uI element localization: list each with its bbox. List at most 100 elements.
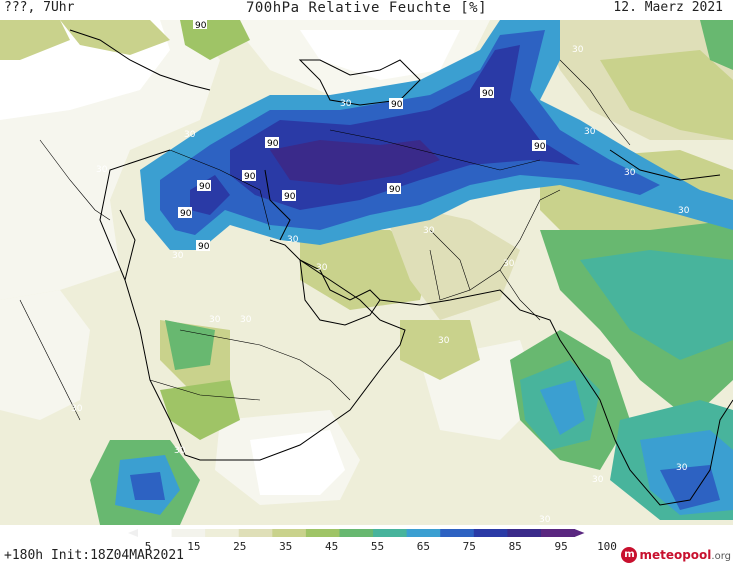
contour-label: 30 [438, 336, 450, 346]
contour-label: 30 [572, 45, 584, 55]
svg-text:30: 30 [240, 315, 252, 325]
colorbar-cell [373, 529, 408, 537]
country-borders [19, 59, 631, 421]
contour-label: 90 [197, 180, 211, 192]
colorbar-cell [238, 529, 273, 537]
header-run-label: ???, 7Uhr [4, 0, 75, 15]
colorbar-cell [138, 529, 173, 537]
svg-text:90: 90 [195, 21, 207, 31]
colorbar-tick-label: 95 [554, 540, 568, 553]
svg-text:30: 30 [572, 45, 584, 55]
colorbar-tick-label: 5 [144, 540, 152, 553]
svg-text:90: 90 [198, 242, 210, 252]
colorbar-cell [339, 529, 374, 537]
coastlines [69, 29, 733, 506]
svg-text:90: 90 [267, 139, 279, 149]
logo-text: meteopool.org [639, 548, 731, 562]
svg-text:30: 30 [184, 130, 196, 140]
colorbar-arrow-left [128, 529, 138, 537]
run-info: +180h Init:18Z04MAR2021 [4, 548, 185, 563]
contour-label: 30 [584, 127, 596, 137]
contour-label: 90 [178, 207, 192, 219]
contour-label: 30 [71, 404, 83, 414]
svg-text:30: 30 [172, 251, 184, 261]
contour-label: 30 [539, 515, 551, 525]
contour-label: 30 [592, 475, 604, 485]
svg-text:90: 90 [389, 185, 401, 195]
contour-label: 90 [196, 240, 210, 252]
colorbar [128, 529, 585, 537]
svg-text:30: 30 [96, 165, 108, 175]
contour-label: 30 [184, 130, 196, 140]
svg-text:30: 30 [438, 336, 450, 346]
contour-label: 30 [423, 226, 435, 236]
contour-label: 90 [242, 170, 256, 182]
svg-text:90: 90 [391, 100, 403, 110]
valid-date: 12. Maerz 2021 [613, 0, 723, 15]
svg-text:30: 30 [592, 475, 604, 485]
contour-label: 30 [209, 315, 221, 325]
colorbar-tick-label: 100 [597, 540, 617, 553]
contour-label: 30 [676, 463, 688, 473]
colorbar-tick-label: 25 [233, 540, 247, 553]
map-title: 700hPa Relative Feuchte [%] [245, 0, 488, 16]
colorbar-cell [540, 529, 576, 537]
colorbar-cell [205, 529, 240, 537]
svg-text:30: 30 [503, 259, 515, 269]
colorbar-tick-label: 55 [370, 540, 385, 553]
colorbar-arrow [574, 529, 585, 537]
colorbar-tick-label: 65 [416, 540, 431, 553]
svg-text:30: 30 [209, 315, 221, 325]
contour-label: 30 [174, 446, 186, 456]
colorbar-cell [406, 529, 441, 537]
contour-label: 90 [265, 137, 279, 149]
svg-text:90: 90 [244, 172, 256, 182]
svg-text:90: 90 [534, 142, 546, 152]
contour-label: 90 [532, 140, 546, 152]
svg-text:30: 30 [340, 99, 352, 109]
svg-text:30: 30 [584, 127, 596, 137]
humidity-map: 90 90 90 90 90 90 90 90 90 90 90 30 30 3… [0, 20, 733, 525]
colorbar-cell [305, 529, 340, 537]
contour-label: 90 [387, 183, 401, 195]
svg-text:30: 30 [676, 463, 688, 473]
contour-label: 90 [480, 87, 494, 99]
colorbar-tick-label: 75 [462, 540, 476, 553]
colorbar-cell [272, 529, 307, 537]
svg-text:30: 30 [358, 50, 370, 60]
colorbar-tick-label: 85 [508, 540, 522, 553]
dry-regions [0, 20, 733, 505]
contour-label: 30 [624, 168, 636, 178]
svg-text:30: 30 [539, 515, 551, 525]
svg-text:30: 30 [287, 235, 299, 245]
colorbar-cell [473, 529, 508, 537]
svg-text:90: 90 [482, 89, 494, 99]
moist-regions [90, 20, 733, 525]
svg-text:30: 30 [174, 446, 186, 456]
contour-label: 30 [503, 259, 515, 269]
logo-icon: m [621, 547, 638, 563]
contour-label: 90 [193, 20, 207, 31]
contour-label: 30 [340, 99, 352, 109]
colorbar-tick-label: 45 [324, 540, 339, 553]
svg-text:30: 30 [678, 206, 690, 216]
svg-text:90: 90 [284, 192, 296, 202]
svg-text:30: 30 [316, 263, 328, 273]
contour-label: 30 [172, 251, 184, 261]
contour-label: 30 [287, 235, 299, 245]
colorbar-tick-label: 15 [187, 540, 201, 553]
colorbar-tick-label: 35 [279, 540, 293, 553]
svg-text:30: 30 [624, 168, 636, 178]
contour-label: 30 [96, 165, 108, 175]
contour-labels: 90 90 90 90 90 90 90 90 90 90 90 30 30 3… [71, 20, 690, 525]
contour-label: 90 [389, 98, 403, 110]
svg-text:90: 90 [199, 182, 211, 192]
svg-text:30: 30 [423, 226, 435, 236]
colorbar-cell [171, 529, 206, 537]
contour-label: 30 [678, 206, 690, 216]
contour-label: 30 [358, 50, 370, 60]
svg-text:90: 90 [180, 209, 192, 219]
contour-label: 30 [240, 315, 252, 325]
meteopool-logo[interactable]: m meteopool.org [621, 545, 731, 565]
svg-text:30: 30 [71, 404, 83, 414]
